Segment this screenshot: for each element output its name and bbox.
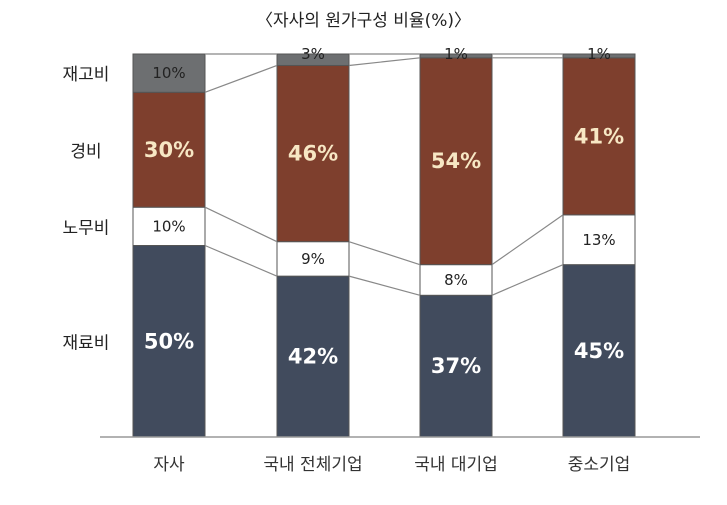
data-label: 41% [574,124,624,148]
data-label: 50% [144,329,194,353]
series-row-label: 재고비 [63,65,110,85]
x-tick-label: 국내 전체기업 [263,455,362,475]
x-tick-label: 자사 [153,455,185,475]
data-label: 37% [431,354,481,378]
bar-segment [276,64,350,243]
connector-line [348,275,421,296]
connector-line [348,57,421,67]
x-tick-label: 중소기업 [568,455,631,475]
bar-segment [132,245,206,438]
data-label: 42% [288,345,338,369]
series-row-label: 경비 [70,142,101,162]
bar-segment [562,53,636,59]
data-label: 1% [444,45,468,63]
bar-segment [419,57,493,266]
data-label: 46% [288,142,338,166]
connector-line [204,206,278,243]
bar-segment [276,241,350,277]
bar-segment [276,53,350,66]
bar-segment [562,214,636,266]
bar-segment [132,206,206,246]
series-row-label: 재료비 [63,333,110,353]
data-label: 13% [582,231,615,249]
bar-segment [562,264,636,438]
connector-line [491,264,564,296]
chart-title: 〈자사의 원가구성 비율(%)〉 [256,11,471,31]
data-label: 10% [152,64,185,82]
connector-line [491,214,564,266]
connector-line [204,64,278,93]
connector-line [348,241,421,266]
connector-line [204,244,278,277]
x-tick-label: 국내 대기업 [414,455,498,475]
bar-segment [562,57,636,216]
data-label: 30% [144,138,194,162]
data-label: 54% [431,149,481,173]
data-label: 8% [444,271,468,289]
data-label: 10% [152,217,185,235]
data-label: 1% [587,45,611,63]
bar-segment [132,91,206,208]
data-label: 9% [301,250,325,268]
data-label: 45% [574,339,624,363]
data-label: 3% [301,45,325,63]
bar-segment [419,264,493,296]
bar-segment [132,53,206,93]
series-row-label: 노무비 [63,218,110,238]
bar-segment [419,53,493,59]
